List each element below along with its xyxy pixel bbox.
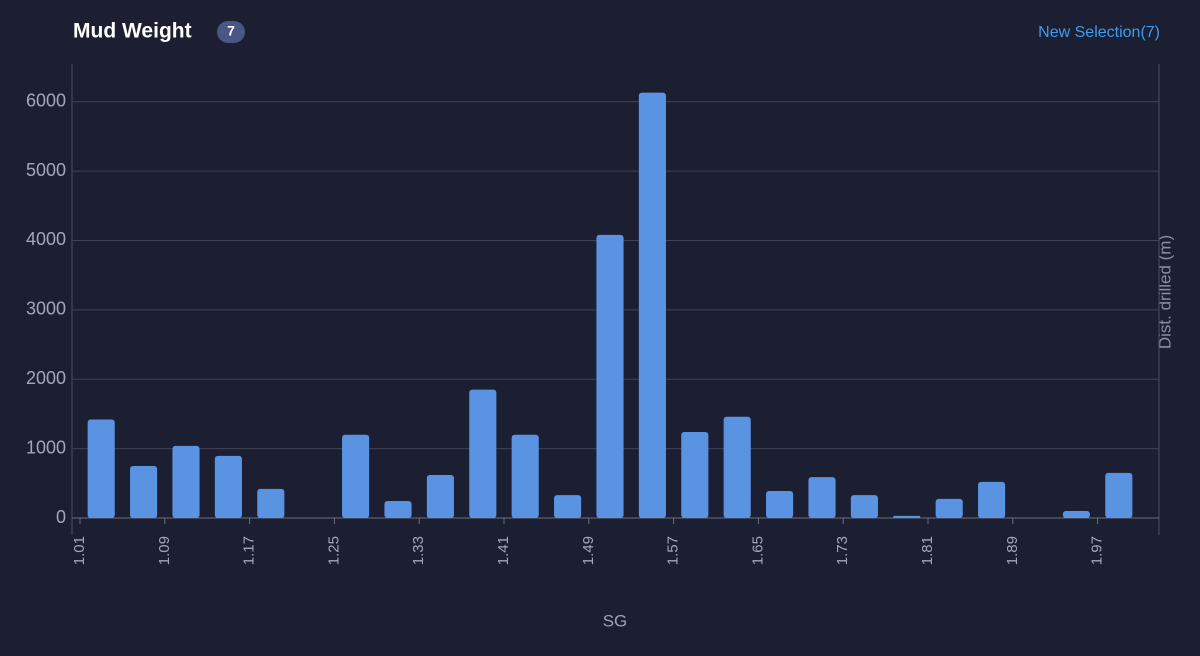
- badge: [217, 21, 245, 43]
- bar: [681, 431, 709, 518]
- y-axis-title: Dist. drilled (m): [1155, 235, 1174, 349]
- bar: [1062, 511, 1090, 518]
- x-tick-label: 1.33: [410, 536, 427, 565]
- y-tick-label: 5000: [26, 160, 66, 180]
- x-tick-label: 1.65: [749, 536, 766, 565]
- selection-link[interactable]: New Selection(7): [1038, 24, 1160, 41]
- badge-count: 7: [227, 23, 235, 39]
- x-tick-label: 1.89: [1004, 536, 1021, 565]
- bar: [130, 465, 158, 518]
- bar: [596, 234, 624, 518]
- x-tick-label: 1.81: [919, 536, 936, 565]
- x-tick-label: 1.97: [1089, 536, 1106, 565]
- y-tick-label: 6000: [26, 90, 66, 110]
- bar: [978, 481, 1006, 518]
- x-tick-label: 1.49: [580, 536, 597, 565]
- bar: [935, 498, 963, 518]
- x-tick-label: 1.57: [665, 536, 682, 565]
- y-tick-label: 0: [56, 507, 66, 527]
- bar: [426, 474, 454, 518]
- chart-title: Mud Weight: [73, 20, 192, 43]
- bar: [172, 445, 200, 518]
- bar: [384, 501, 412, 518]
- y-tick-label: 4000: [26, 229, 66, 249]
- x-tick-label: 1.41: [495, 536, 512, 565]
- x-tick-label: 1.01: [71, 536, 88, 565]
- bar: [511, 434, 539, 518]
- x-tick-label: 1.73: [834, 536, 851, 565]
- x-axis-title: SG: [603, 611, 628, 630]
- bar: [893, 515, 921, 518]
- bar: [554, 495, 582, 518]
- bar: [87, 419, 115, 518]
- y-tick-label: 3000: [26, 299, 66, 319]
- bar: [1105, 472, 1133, 518]
- bar: [257, 488, 285, 518]
- bar: [808, 477, 836, 518]
- bar: [766, 490, 794, 518]
- y-tick-label: 1000: [26, 437, 66, 457]
- x-tick-label: 1.25: [325, 536, 342, 565]
- bar: [723, 416, 751, 518]
- bar: [342, 434, 370, 518]
- bar: [469, 389, 497, 518]
- bar: [214, 455, 242, 518]
- y-tick-label: 2000: [26, 368, 66, 388]
- x-tick-label: 1.17: [241, 536, 258, 565]
- bar: [850, 495, 878, 518]
- x-tick-label: 1.09: [156, 536, 173, 565]
- bar: [638, 92, 666, 519]
